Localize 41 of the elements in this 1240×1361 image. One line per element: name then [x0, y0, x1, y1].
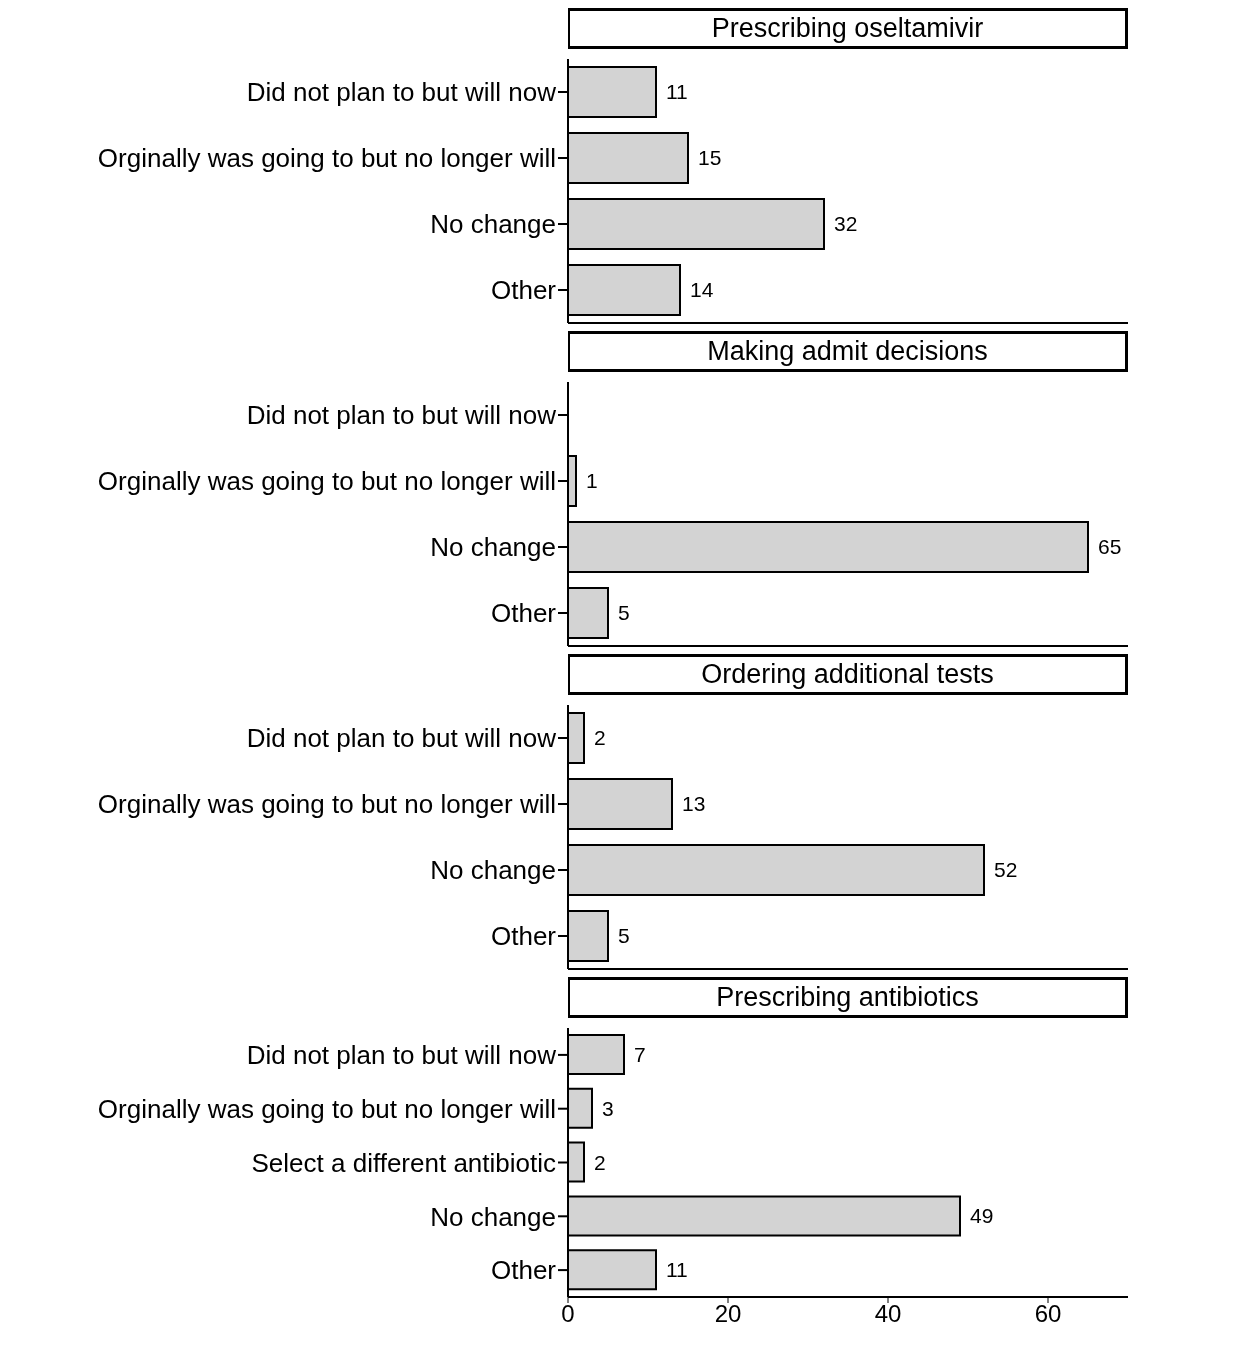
- chart-title: Making admit decisions: [568, 331, 1128, 372]
- data-label: 52: [994, 858, 1018, 882]
- y-tick-label: Did not plan to but will now: [246, 1040, 557, 1071]
- data-label: 1: [586, 469, 598, 493]
- chart-title: Ordering additional tests: [568, 654, 1128, 695]
- data-label: 11: [666, 80, 688, 104]
- y-tick-label: Other: [490, 921, 557, 952]
- y-tick-label: Did not plan to but will now: [246, 77, 557, 108]
- y-tick-label: Orginally was going to but no longer will: [97, 143, 556, 174]
- x-tick-label: 60: [1034, 1300, 1062, 1328]
- y-tick-label: No change: [430, 209, 556, 240]
- y-tick-label: Orginally was going to but no longer will: [97, 789, 556, 820]
- data-label: 2: [594, 726, 606, 750]
- data-label: 7: [634, 1042, 646, 1066]
- y-tick-label: No change: [430, 1201, 556, 1232]
- y-tick-label: Other: [490, 275, 557, 306]
- y-tick-label: Did not plan to but will now: [246, 723, 557, 754]
- y-tick-label: Orginally was going to but no longer will: [97, 466, 556, 497]
- x-tick-label: 40: [874, 1300, 902, 1328]
- x-tick-label: 20: [714, 1300, 742, 1328]
- chart-title: Prescribing antibiotics: [568, 977, 1128, 1018]
- data-label: 14: [690, 278, 714, 302]
- data-label: 5: [618, 924, 630, 948]
- y-tick-label: No change: [430, 532, 556, 563]
- data-label: 2: [594, 1150, 606, 1174]
- data-label: 13: [682, 792, 706, 816]
- data-label: 65: [1098, 535, 1122, 559]
- y-tick-label: Did not plan to but will now: [246, 400, 557, 431]
- data-label: 32: [834, 212, 858, 236]
- y-tick-label: Other: [490, 1255, 557, 1286]
- chart-title: Prescribing oseltamivir: [568, 8, 1128, 49]
- x-tick-label: 0: [561, 1300, 575, 1328]
- y-tick-label: Other: [490, 598, 557, 629]
- y-tick-label: Orginally was going to but no longer will: [97, 1093, 556, 1124]
- data-label: 15: [698, 146, 722, 170]
- y-tick-label: No change: [430, 855, 556, 886]
- data-label: 5: [618, 601, 630, 625]
- data-label: 11: [666, 1258, 688, 1282]
- y-tick-label: Select a different antibiotic: [251, 1147, 556, 1178]
- data-label: 49: [970, 1204, 994, 1228]
- data-label: 3: [602, 1096, 614, 1120]
